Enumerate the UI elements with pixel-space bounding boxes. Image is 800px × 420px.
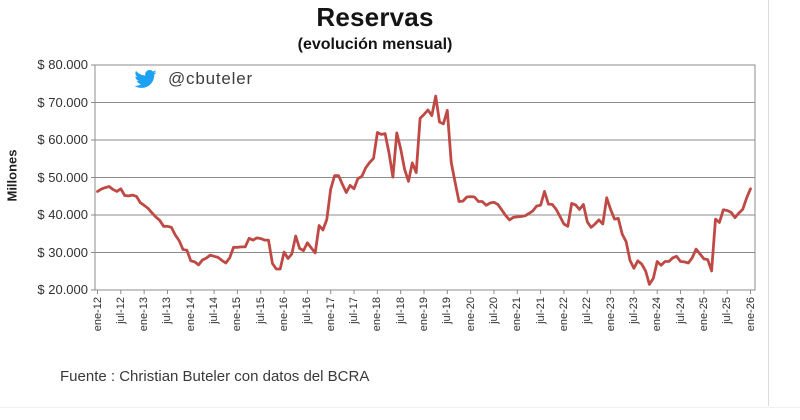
y-tick-label: $ 60.000: [37, 132, 88, 147]
x-tick-label: jul-24: [674, 297, 687, 324]
x-tick-label: ene-23: [604, 297, 617, 332]
chart-title: Reservas: [316, 2, 434, 32]
x-tick-label: jul-17: [348, 297, 361, 324]
x-tick-label: ene-24: [651, 297, 664, 332]
x-tick-label: ene-13: [138, 297, 151, 332]
x-tick-label: jul-15: [254, 297, 267, 324]
card-bottom-edge: [0, 407, 800, 408]
y-tick-label: $ 30.000: [37, 244, 88, 260]
twitter-handle-text: @cbuteler: [168, 69, 253, 88]
x-tick-label: ene-19: [418, 297, 430, 332]
x-tick-label: ene-26: [744, 297, 757, 332]
x-tick-label: jul-19: [441, 297, 454, 324]
y-tick-label: $ 50.000: [37, 169, 88, 185]
x-tick-label: ene-15: [231, 297, 244, 332]
card-right-edge: [768, 0, 769, 406]
x-tick-label: jul-23: [627, 297, 640, 324]
x-tick-label: ene-17: [324, 297, 337, 332]
x-tick-label: ene-21: [511, 297, 524, 332]
x-tick-label: jul-14: [208, 297, 221, 324]
x-tick-label: jul-13: [161, 297, 174, 324]
x-tick-label: ene-12: [91, 297, 104, 332]
x-tick-label: ene-16: [278, 297, 291, 332]
x-tick-label: jul-18: [394, 297, 407, 324]
x-tick-label: ene-20: [464, 297, 477, 332]
x-tick-label: ene-18: [371, 297, 384, 332]
x-tick-label: jul-21: [534, 297, 547, 324]
plot-border: [94, 64, 756, 291]
y-tick-label: $ 20.000: [37, 282, 88, 297]
x-tick-label: jul-25: [721, 297, 734, 324]
x-tick-label: jul-12: [114, 297, 127, 324]
x-tick-label: ene-14: [184, 297, 197, 332]
twitter-attribution: @cbuteler: [132, 68, 253, 90]
x-tick-label: jul-20: [487, 297, 500, 324]
x-tick-label: ene-22: [557, 297, 570, 332]
y-tick-label: $ 40.000: [37, 207, 88, 222]
x-tick-label: ene-25: [697, 297, 710, 332]
y-tick-label: $ 70.000: [37, 94, 88, 110]
source-note: Fuente : Christian Buteler con datos del…: [60, 368, 370, 385]
twitter-bird-icon: [134, 70, 157, 88]
reserves-series-line: [96, 94, 752, 286]
chart-subtitle: (evolución mensual): [297, 36, 453, 53]
y-tick-label: $ 80.000: [37, 57, 88, 72]
x-tick-label: jul-22: [581, 297, 594, 324]
x-tick-label: jul-16: [301, 297, 314, 324]
